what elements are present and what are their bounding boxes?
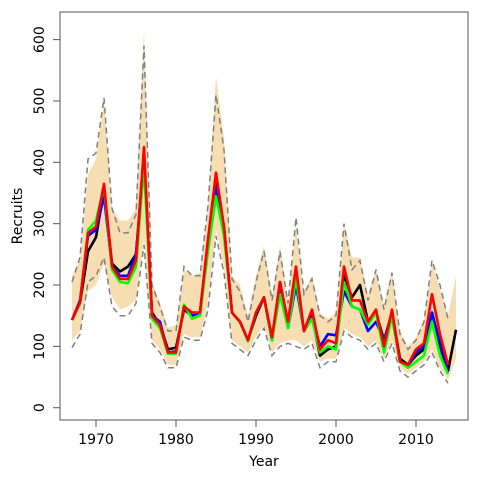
x-tick-label: 1970 bbox=[78, 432, 114, 448]
x-tick-label: 2010 bbox=[398, 432, 434, 448]
y-tick-label: 0 bbox=[32, 403, 48, 412]
series-line-4 bbox=[70, 145, 450, 367]
y-tick-label: 200 bbox=[32, 272, 48, 299]
y-tick-label: 100 bbox=[32, 333, 48, 360]
y-tick-label: 500 bbox=[32, 88, 48, 115]
series-layer bbox=[70, 145, 458, 375]
lower-interval-line bbox=[71, 235, 449, 384]
confidence-band bbox=[72, 30, 456, 381]
confidence-band-layer bbox=[72, 30, 456, 381]
y-axis-title: Recruits bbox=[10, 188, 26, 245]
x-tick-label: 2000 bbox=[318, 432, 354, 448]
y-tick-label: 300 bbox=[32, 210, 48, 237]
interval-lines-layer bbox=[71, 45, 449, 384]
y-tick-label: 600 bbox=[32, 26, 48, 53]
x-tick-label: 1990 bbox=[238, 432, 274, 448]
y-axis: 0 100 200 300 400 500 600 bbox=[32, 26, 60, 412]
y-tick-label: 400 bbox=[32, 149, 48, 176]
x-axis-title: Year bbox=[248, 454, 279, 470]
x-axis: 1970 1980 1990 2000 2010 bbox=[78, 420, 434, 448]
plot-frame bbox=[59, 11, 469, 421]
upper-interval-line bbox=[71, 45, 449, 351]
x-tick-label: 1980 bbox=[158, 432, 194, 448]
